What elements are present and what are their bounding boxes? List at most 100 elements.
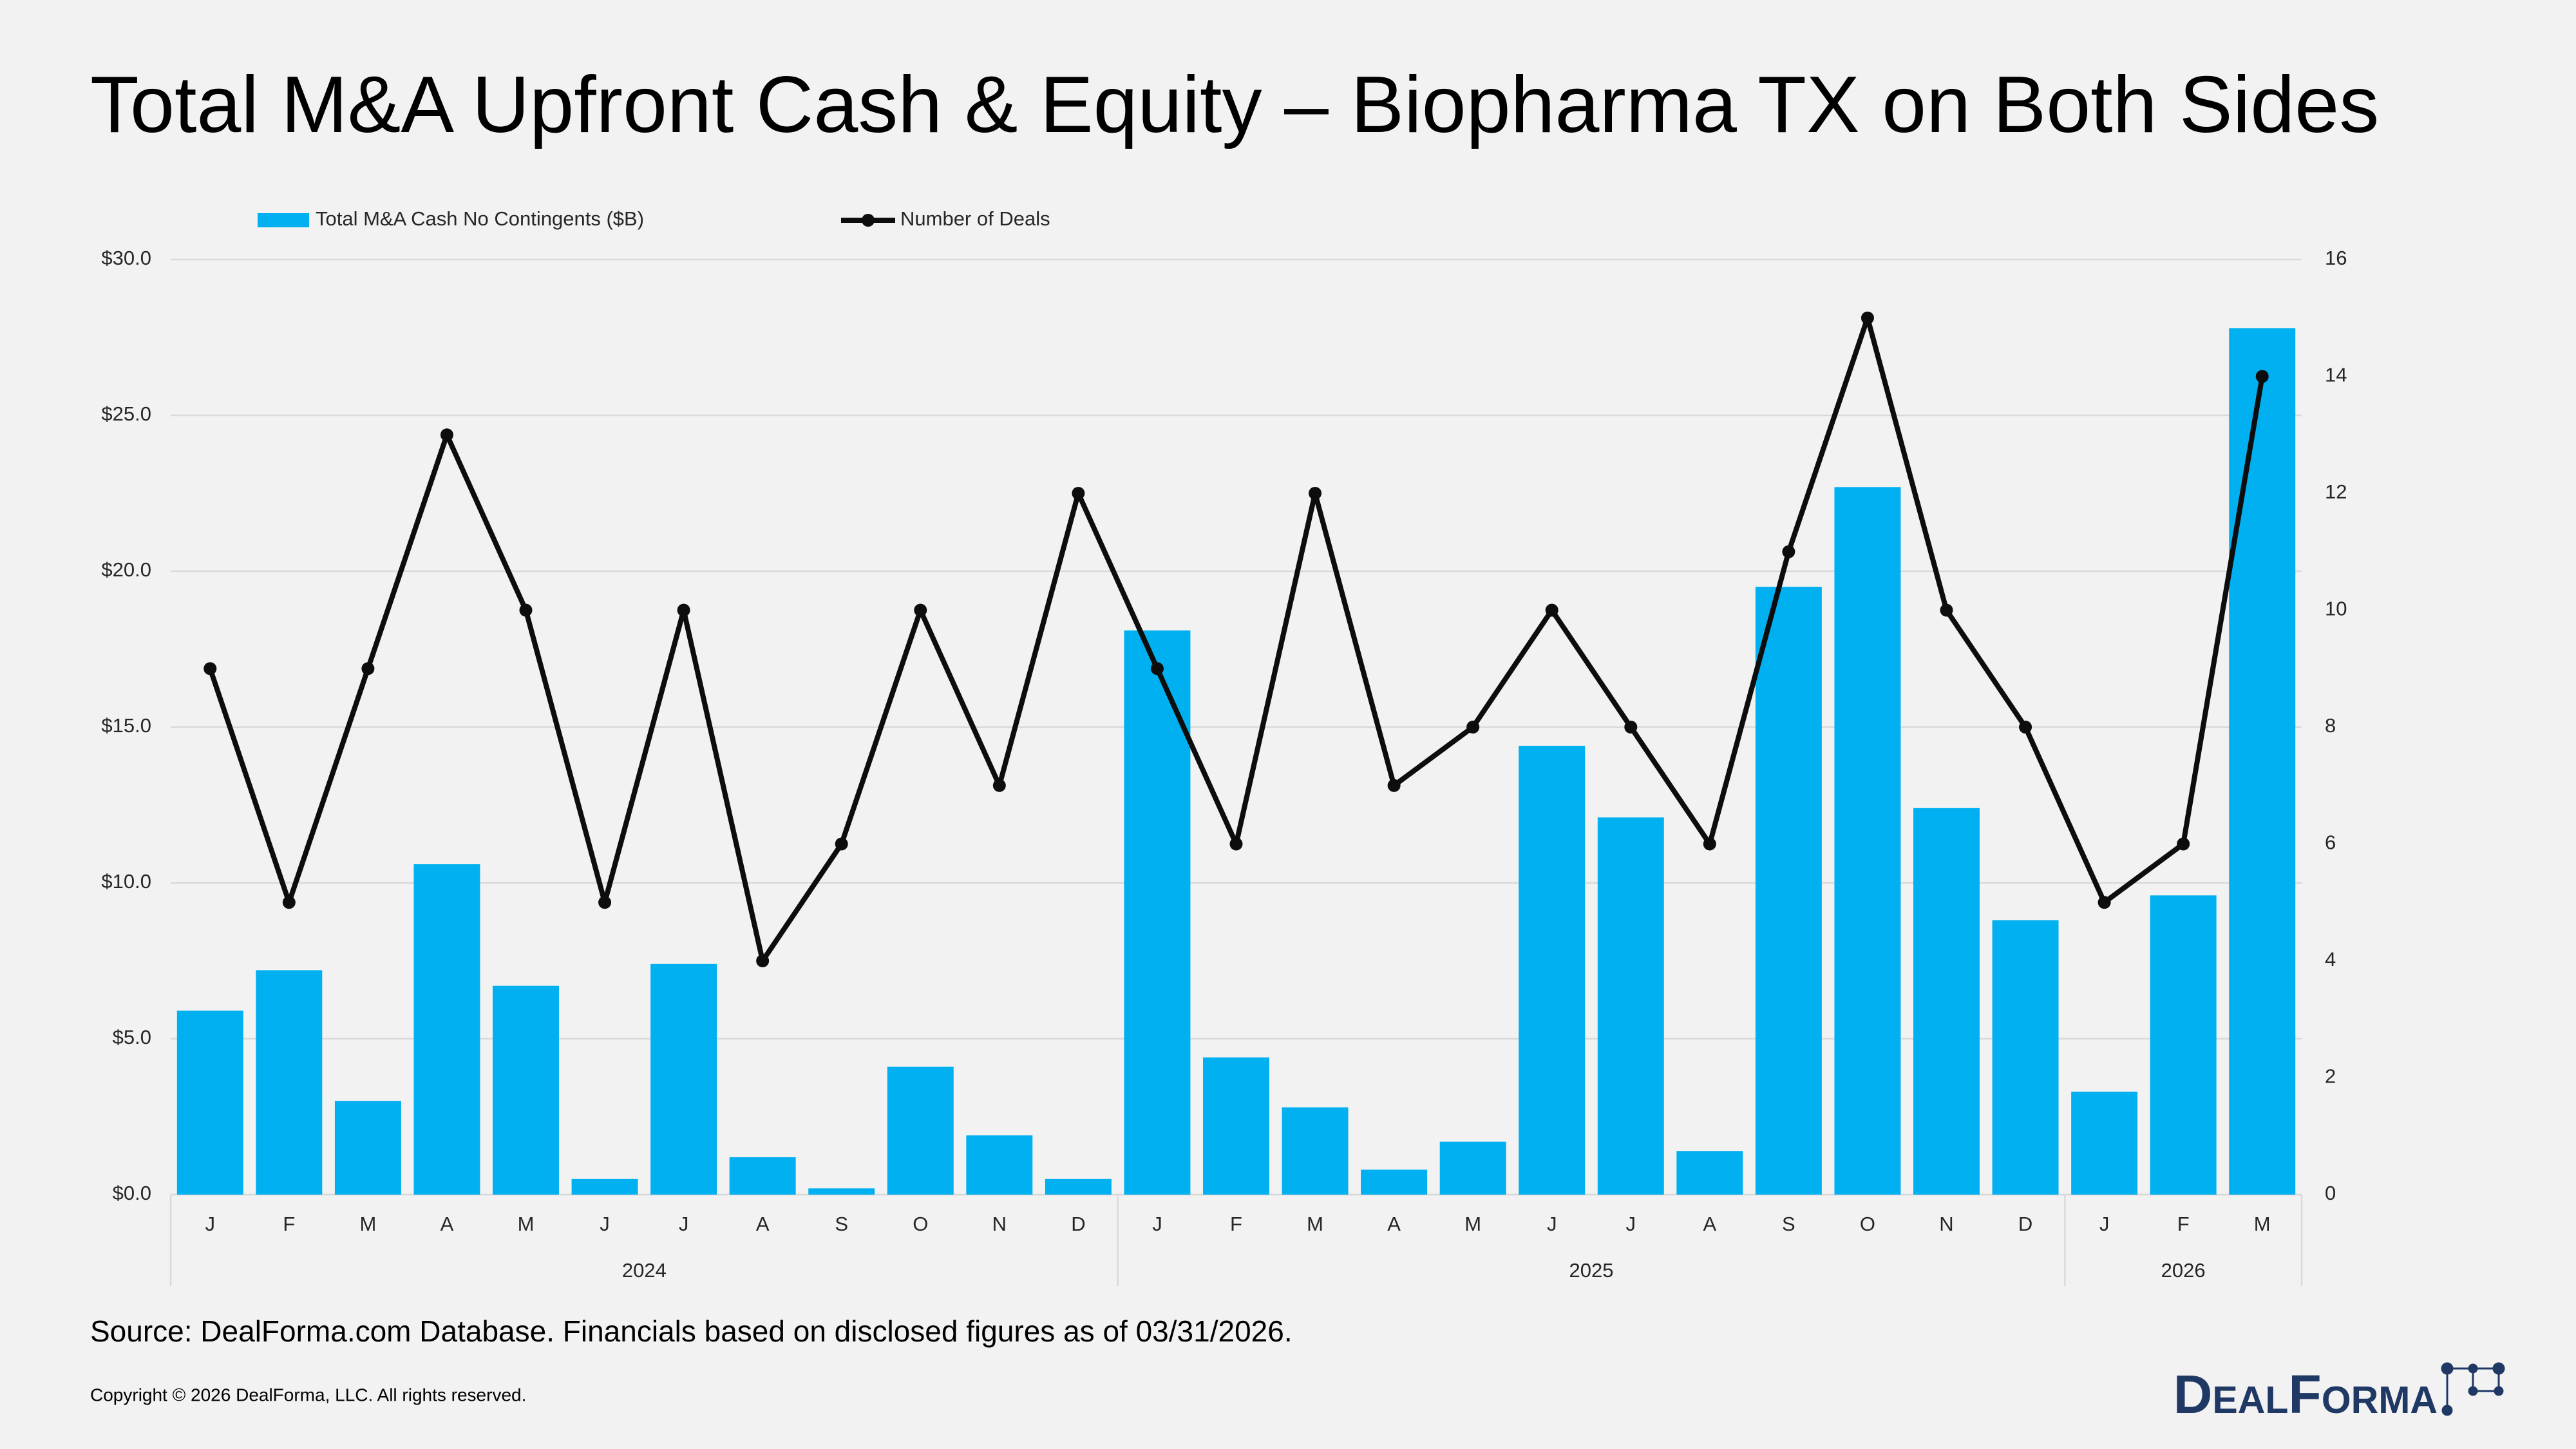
bar <box>650 963 717 1195</box>
bar <box>966 1135 1033 1195</box>
line-marker <box>1782 545 1795 558</box>
x-tick-label: O <box>913 1213 928 1235</box>
bar <box>571 1179 638 1195</box>
line-marker <box>1703 837 1716 851</box>
bar <box>413 864 480 1195</box>
y2-tick-label: 6 <box>2325 831 2336 854</box>
x-tick-label: J <box>600 1213 610 1235</box>
logo-icon <box>2441 1362 2505 1416</box>
y-tick-label: $25.0 <box>101 402 151 425</box>
chart-title: Total M&A Upfront Cash & Equity – Biopha… <box>90 61 2379 149</box>
x-tick-label: N <box>1939 1213 1953 1235</box>
x-group-label: 2024 <box>622 1259 667 1282</box>
bar <box>1124 630 1191 1195</box>
bar <box>1519 746 1586 1195</box>
line-marker <box>992 779 1006 792</box>
bar <box>2071 1092 2138 1195</box>
line-marker <box>1387 779 1401 792</box>
line-marker <box>1309 487 1322 500</box>
bar <box>1439 1141 1506 1195</box>
x-group-label: 2025 <box>1569 1259 1614 1282</box>
line-marker <box>1072 487 1085 500</box>
y-tick-label: $10.0 <box>101 870 151 893</box>
line-marker <box>2019 721 2032 734</box>
source-note: Source: DealForma.com Database. Financia… <box>90 1314 1293 1348</box>
x-tick-label: S <box>835 1213 848 1235</box>
bar <box>493 985 559 1195</box>
bar <box>729 1157 796 1195</box>
line-marker <box>2098 896 2111 909</box>
line-marker <box>1545 603 1558 617</box>
x-tick-label: F <box>1230 1213 1242 1235</box>
y2-tick-label: 4 <box>2325 948 2336 971</box>
x-tick-label: J <box>1152 1213 1162 1235</box>
x-tick-label: A <box>1703 1213 1716 1235</box>
y-tick-label: $15.0 <box>101 714 151 737</box>
line-marker <box>1229 837 1243 851</box>
line-marker <box>2255 370 2269 383</box>
copyright: Copyright © 2026 DealForma, LLC. All rig… <box>90 1385 526 1405</box>
bar <box>334 1101 401 1195</box>
x-tick-label: J <box>205 1213 216 1235</box>
line-marker <box>598 896 612 909</box>
line-marker <box>835 837 848 851</box>
line-marker <box>677 603 690 617</box>
line-marker <box>914 603 927 617</box>
y2-tick-label: 12 <box>2325 480 2347 503</box>
bar <box>808 1188 875 1195</box>
y-tick-label: $5.0 <box>113 1026 151 1048</box>
x-tick-label: J <box>2099 1213 2110 1235</box>
x-tick-label: A <box>756 1213 770 1235</box>
y2-tick-label: 8 <box>2325 714 2336 737</box>
x-tick-label: M <box>1307 1213 1323 1235</box>
bar <box>176 1010 243 1195</box>
x-tick-label: J <box>679 1213 689 1235</box>
line-marker <box>204 662 217 676</box>
line-marker <box>1940 603 1953 617</box>
bar <box>1361 1170 1428 1195</box>
bar <box>1913 808 1980 1195</box>
line-marker <box>361 662 375 676</box>
y-tick-label: $20.0 <box>101 558 151 581</box>
bar <box>2150 895 2217 1195</box>
line-marker <box>1466 721 1480 734</box>
legend-label: Number of Deals <box>900 207 1050 230</box>
y2-tick-label: 10 <box>2325 598 2347 620</box>
x-tick-label: M <box>359 1213 376 1235</box>
bar <box>1755 587 1822 1195</box>
x-tick-label: D <box>1071 1213 1085 1235</box>
bar <box>1282 1107 1349 1195</box>
x-tick-label: D <box>2018 1213 2032 1235</box>
line-marker <box>756 954 770 967</box>
y-tick-label: $0.0 <box>113 1182 151 1204</box>
line-marker <box>1150 662 1164 676</box>
y2-tick-label: 14 <box>2325 364 2347 386</box>
bar <box>1203 1057 1269 1195</box>
y2-tick-label: 0 <box>2325 1182 2336 1204</box>
x-tick-label: J <box>1547 1213 1557 1235</box>
x-tick-label: J <box>1626 1213 1636 1235</box>
line-marker <box>1624 721 1638 734</box>
y2-tick-label: 2 <box>2325 1065 2336 1088</box>
x-tick-label: A <box>440 1213 454 1235</box>
y2-tick-label: 16 <box>2325 247 2347 269</box>
bar <box>2229 328 2296 1195</box>
x-tick-label: F <box>2177 1213 2190 1235</box>
bar <box>1597 817 1664 1195</box>
line-marker <box>1861 311 1874 325</box>
legend-swatch <box>258 213 309 227</box>
bar <box>1676 1151 1743 1195</box>
x-tick-label: S <box>1782 1213 1795 1235</box>
y-tick-label: $30.0 <box>101 247 151 269</box>
bar <box>1834 487 1901 1195</box>
logo: DealForma <box>2174 1364 2438 1425</box>
bar <box>256 970 323 1195</box>
bar <box>887 1066 954 1195</box>
line-marker <box>2177 837 2190 851</box>
x-tick-label: M <box>2254 1213 2271 1235</box>
x-tick-label: O <box>1860 1213 1875 1235</box>
x-tick-label: M <box>518 1213 535 1235</box>
